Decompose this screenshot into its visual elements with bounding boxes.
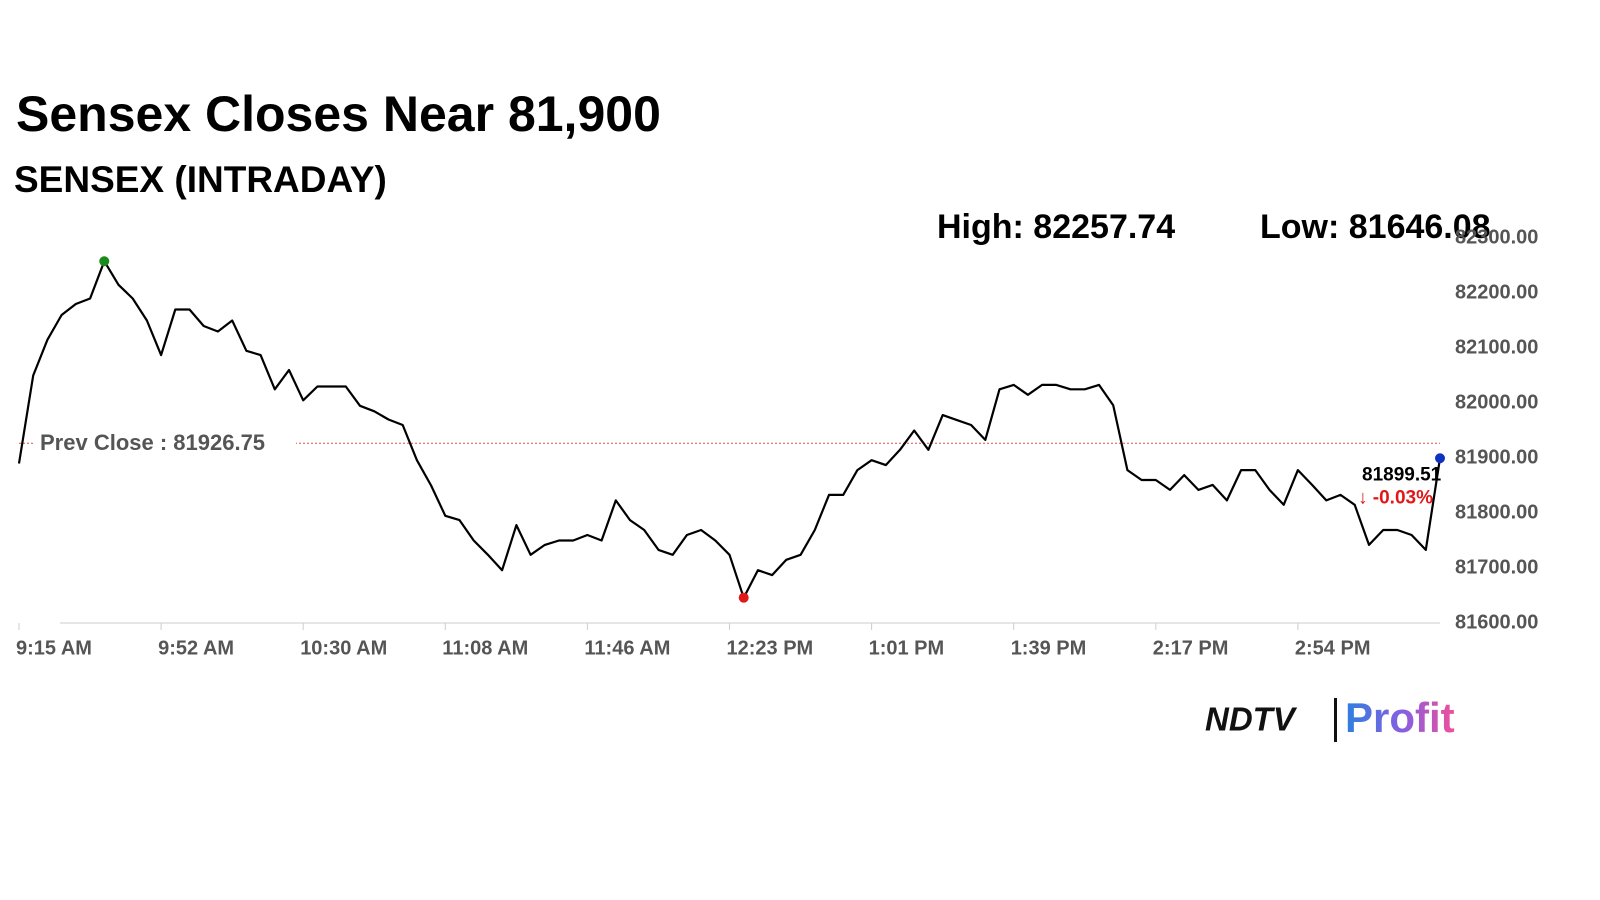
y-tick-label: 82000.00 [1455,391,1538,413]
y-tick-label: 82300.00 [1455,226,1538,248]
prev-close-label: Prev Close : 81926.75 [40,430,265,455]
x-tick-label: 1:01 PM [869,637,945,659]
y-tick-label: 81900.00 [1455,446,1538,468]
x-tick-label: 1:39 PM [1011,637,1087,659]
x-tick-label: 9:15 AM [16,637,92,659]
chart-title: Sensex Closes Near 81,900 [16,86,661,142]
low-label: Low: 81646.08 [1260,208,1491,246]
high-label: High: 82257.74 [937,208,1175,246]
prev-close-bg [34,430,296,457]
change-label: ↓ -0.03% [1358,487,1433,508]
y-tick-label: 82100.00 [1455,336,1538,358]
brand-divider [1334,698,1337,742]
close-label: 81899.51 [1362,464,1442,485]
y-tick-label: 82200.00 [1455,281,1538,303]
x-tick-label: 12:23 PM [727,637,814,659]
y-tick-label: 81700.00 [1455,556,1538,578]
x-tick-label: 9:52 AM [158,637,234,659]
price-line [17,260,1442,599]
close-marker [1435,453,1445,464]
chart-subtitle: SENSEX (INTRADAY) [14,159,387,200]
low-marker [738,592,749,603]
x-tick-label: 11:08 AM [442,637,528,659]
x-tick-label: 2:17 PM [1153,637,1229,659]
x-tick-label: 11:46 AM [584,637,670,659]
brand-profit: Profit [1345,694,1455,741]
x-tick-label: 2:54 PM [1295,637,1371,659]
x-tick-label: 10:30 AM [300,637,387,659]
y-tick-label: 81800.00 [1455,501,1538,523]
y-tick-label: 81600.00 [1455,611,1538,633]
high-marker [99,256,110,267]
brand-ndtv: NDTV [1205,701,1298,738]
